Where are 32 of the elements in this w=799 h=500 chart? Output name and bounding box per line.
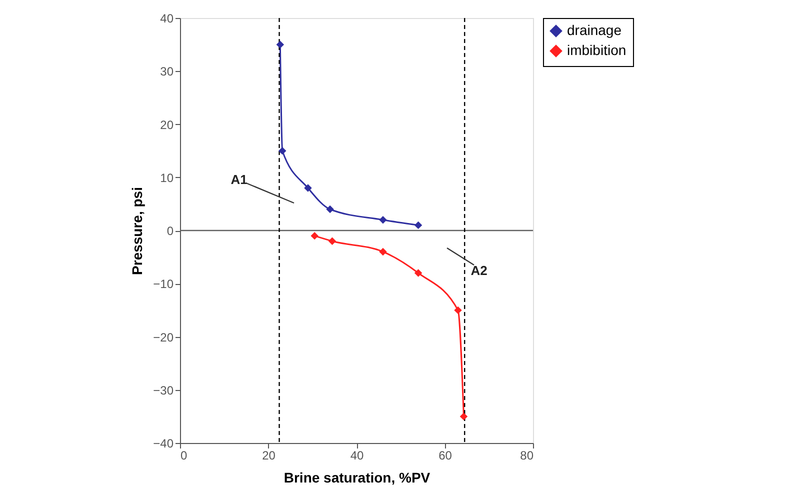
- point: [379, 248, 387, 256]
- y-tick-label: −20: [153, 330, 174, 344]
- point: [454, 306, 462, 314]
- y-tick-label: 0: [166, 224, 174, 238]
- legend-label: imbibition: [567, 42, 626, 58]
- point: [310, 232, 318, 240]
- y-tick-label: 40: [160, 12, 174, 26]
- annotation: A2: [470, 263, 488, 278]
- y-tick-label: 10: [160, 170, 174, 185]
- y-tick-label: −10: [153, 277, 174, 292]
- x-tick-label: 40: [350, 448, 364, 462]
- point: [414, 269, 422, 277]
- point: [278, 146, 286, 155]
- legend-label: drainage: [567, 22, 622, 38]
- annotation: A1: [230, 172, 248, 187]
- x-axis-title: Brine saturation, %PV: [284, 470, 431, 486]
- x-tick-label: 20: [262, 448, 276, 462]
- y-axis-title: Pressure, psi: [129, 187, 146, 275]
- point: [304, 184, 312, 192]
- y-tick-label: 30: [160, 64, 174, 79]
- y-tick-label: 20: [160, 118, 174, 132]
- point: [460, 412, 468, 420]
- point: [328, 237, 336, 245]
- point: [276, 40, 284, 48]
- point: [414, 221, 422, 230]
- point: [379, 216, 387, 224]
- y-tick-label: −40: [153, 436, 174, 450]
- y-tick-label: −30: [153, 383, 174, 398]
- x-tick-label: 0: [180, 448, 188, 462]
- x-tick-label: 80: [520, 448, 534, 462]
- point: [326, 205, 334, 214]
- x-tick-label: 60: [438, 448, 452, 462]
